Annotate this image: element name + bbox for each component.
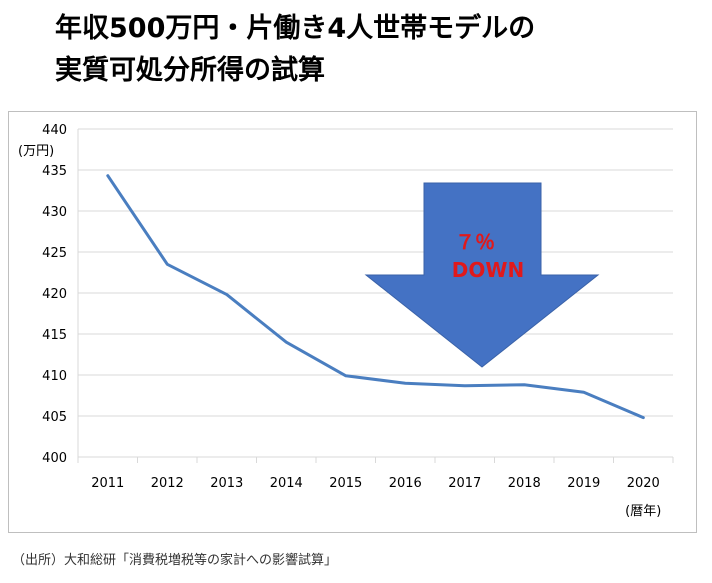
- y-tick-label: 405: [42, 410, 67, 425]
- y-tick-label: 410: [42, 369, 67, 384]
- chart-frame: [8, 111, 697, 533]
- y-tick-label: 440: [42, 123, 67, 138]
- y-tick-label: 435: [42, 164, 67, 179]
- down-arrow-icon: [364, 182, 600, 368]
- x-tick-label: 2017: [448, 476, 481, 491]
- y-tick-label: 420: [42, 287, 67, 302]
- y-tick-label: 400: [42, 451, 67, 466]
- x-tick-label: 2016: [389, 476, 422, 491]
- x-tick-label: 2020: [627, 476, 660, 491]
- grid-layer: [78, 128, 673, 458]
- source-note: （出所）大和総研「消費税増税等の家計への影響試算」: [12, 553, 338, 568]
- y-tick-label: 415: [42, 328, 67, 343]
- arrow-label-down: DOWN: [452, 258, 524, 282]
- x-tick-label: 2018: [508, 476, 541, 491]
- title-line-2: 実質可処分所得の試算: [55, 55, 325, 86]
- x-tick-label: 2014: [270, 476, 303, 491]
- arrow-layer: ７％ DOWN: [364, 182, 600, 368]
- y-tick-label: 425: [42, 246, 67, 261]
- series-line: [106, 174, 645, 420]
- x-tick-label: 2015: [329, 476, 362, 491]
- title-line-1: 年収500万円・片働き4人世帯モデルの: [55, 13, 536, 44]
- axis-layer: 400 405 410 415 420 425 430 435 440 (万円) 2011 2012 2…: [18, 123, 674, 519]
- x-tick-label: 2019: [567, 476, 600, 491]
- x-tick-label: 2013: [210, 476, 243, 491]
- y-axis-label: (万円): [18, 144, 54, 159]
- x-axis-label: (暦年): [625, 504, 661, 519]
- series-layer: [106, 174, 645, 420]
- page-title: 年収500万円・片働き4人世帯モデルの 実質可処分所得の試算: [55, 8, 535, 92]
- x-tick-label: 2011: [91, 476, 124, 491]
- y-tick-label: 430: [42, 205, 67, 220]
- arrow-label-percent: ７％: [455, 230, 495, 254]
- x-tick-label: 2012: [151, 476, 184, 491]
